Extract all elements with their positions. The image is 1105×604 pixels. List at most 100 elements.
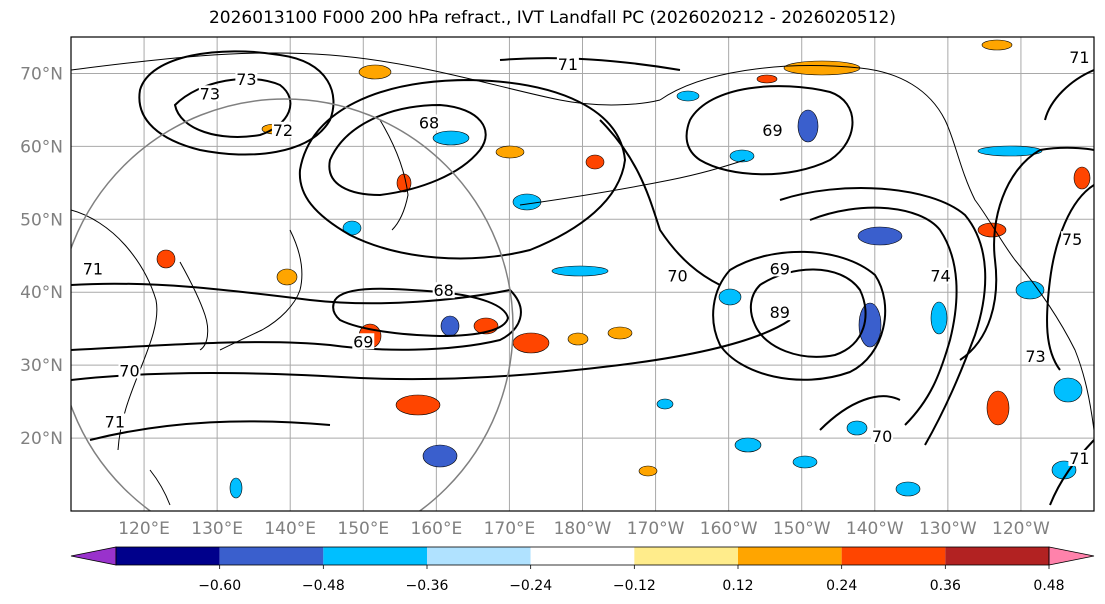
refractivity-contours [71, 50, 1094, 506]
lat-tick-label: 60°N [20, 137, 63, 157]
contour-label-bg [929, 267, 952, 284]
contour-label-bg [81, 260, 104, 277]
contour-label-bg [768, 304, 791, 321]
contour-line [599, 119, 721, 286]
contour-line [138, 50, 335, 156]
colorbar-tick-label: 0.36 [930, 578, 961, 594]
shade-patch [585, 154, 605, 170]
map-title: 2026013100 F000 200 hPa refract., IVT La… [208, 8, 896, 28]
shade-patch [756, 74, 778, 84]
longitude-labels: 120°E 130°E 140°E 150°E 160°E 170°E 180°W 170°W… [118, 519, 1050, 539]
contour-label-bg [432, 282, 455, 299]
colorbar-extend-high [1048, 546, 1095, 566]
shade-patch [607, 326, 633, 340]
colorbar-tick-label: 0.48 [1033, 578, 1064, 594]
shade-patch [895, 481, 921, 497]
shade-patch [783, 60, 861, 76]
contour-label-bg [1061, 231, 1084, 248]
contour-line [959, 146, 1094, 361]
contour-line [1046, 184, 1094, 371]
contour-label: 73 [236, 70, 256, 89]
contour-label-bg [271, 121, 294, 138]
contour-label-bg [556, 56, 579, 73]
shade-patch [422, 444, 458, 468]
contour-label-bg [118, 362, 141, 379]
contour-line [779, 187, 987, 446]
shade-patch [495, 145, 525, 159]
contour-label-bg [768, 260, 791, 277]
lon-tick-label: 150°E [337, 519, 389, 539]
coastline-kamchatka [379, 119, 409, 231]
contour-label-bg [103, 413, 126, 430]
coastline-alaska [659, 65, 1094, 431]
colorbar: −0.60 −0.48 −0.36 −0.24 −0.12 0.12 0.24 0.36 0.4… [70, 546, 1095, 594]
colorbar-box [841, 547, 946, 565]
contour-label: 74 [930, 267, 950, 286]
shade-patch [1015, 280, 1045, 300]
contour-label-bg [871, 428, 894, 445]
lon-tick-label: 180°W [554, 519, 612, 539]
contour-label: 71 [105, 412, 125, 431]
contour-line [332, 287, 510, 338]
contour-label: 75 [1062, 230, 1082, 249]
contour-line [1049, 439, 1094, 506]
coastline-philippines [149, 469, 171, 506]
lat-tick-label: 20°N [20, 429, 63, 449]
shade-patch [718, 288, 742, 306]
colorbar-frame [115, 546, 1050, 566]
colorbar-tick-label: 0.24 [826, 578, 857, 594]
contour-line [298, 78, 627, 260]
colorbar-box [738, 547, 842, 565]
coastline-siberia [71, 52, 661, 106]
shade-patch [986, 390, 1010, 426]
shade-patch [846, 420, 868, 436]
contour-label: 70 [119, 361, 139, 380]
colorbar-box [634, 547, 738, 565]
shade-patch [229, 477, 243, 499]
shade-patch [358, 64, 392, 80]
colorbar-tick-label: −0.12 [613, 578, 656, 594]
plot-frame [70, 36, 1095, 512]
colorbar-box [945, 547, 1049, 565]
lon-tick-label: 140°W [846, 519, 904, 539]
contour-line [712, 250, 887, 381]
colorbar-tick-label: −0.60 [198, 578, 241, 594]
contour-line [71, 282, 522, 351]
contour-label-bg [666, 267, 689, 284]
shade-patch [857, 226, 903, 246]
contour-label: 69 [770, 259, 790, 278]
shade-patch [512, 193, 542, 211]
contour-label: 68 [433, 281, 453, 300]
lon-tick-label: 140°E [264, 519, 316, 539]
contour-line [809, 206, 958, 426]
colorbar-tick-label: −0.36 [406, 578, 449, 594]
shade-patch [156, 249, 176, 269]
contour-label-bg [418, 114, 441, 131]
shade-patch [930, 301, 948, 335]
lon-tick-label: 160°W [700, 519, 758, 539]
landfall-region-circle [71, 98, 514, 511]
colorbar-box [323, 547, 427, 565]
contour-line [1044, 69, 1094, 121]
lon-tick-label: 120°W [992, 519, 1050, 539]
contour-line [749, 268, 867, 358]
colorbar-box [427, 547, 531, 565]
shade-patch [551, 265, 609, 277]
contour-line [89, 420, 331, 441]
shade-patch [858, 302, 882, 348]
contour-label: 68 [419, 114, 439, 133]
lon-tick-label: 130°W [919, 519, 977, 539]
contour-label: 71 [1069, 449, 1089, 468]
contour-line [173, 77, 292, 138]
contour-line [819, 395, 901, 431]
contour-label: 73 [1025, 347, 1045, 366]
lon-tick-label: 170°E [484, 519, 536, 539]
colorbar-box [116, 547, 220, 565]
lat-tick-label: 50°N [20, 210, 63, 230]
shade-patch [395, 394, 441, 416]
contour-line [499, 57, 681, 71]
shade-patch [432, 130, 470, 146]
shade-patch [512, 332, 550, 354]
shade-patch [729, 149, 755, 163]
